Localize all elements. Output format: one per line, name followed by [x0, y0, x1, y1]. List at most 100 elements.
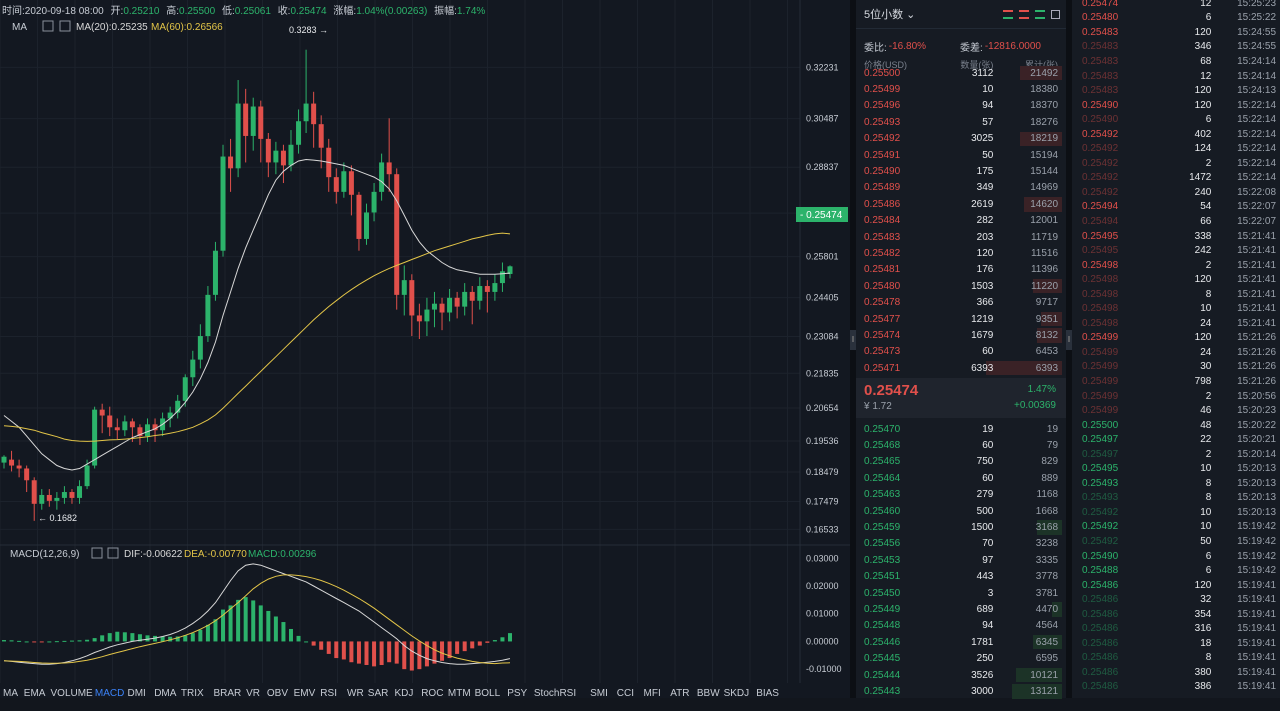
tab-bias[interactable]: BIAS	[756, 688, 779, 699]
quantity: 60	[982, 440, 994, 452]
bid-row[interactable]: 0.25468 60 79	[856, 437, 1066, 453]
ask-row[interactable]: 0.25499 10 18380	[856, 81, 1066, 97]
tab-cci[interactable]: CCI	[617, 688, 634, 699]
tab-sar[interactable]: SAR	[368, 688, 389, 699]
trade-price: 0.25495	[1082, 463, 1119, 475]
tab-roc[interactable]: ROC	[421, 688, 443, 699]
expand-icon[interactable]	[1051, 9, 1060, 19]
ask-row[interactable]: 0.25473 60 6453	[856, 344, 1066, 360]
bid-row[interactable]: 0.25448 94 4564	[856, 618, 1066, 634]
ask-row[interactable]: 0.25481 176 11396	[856, 262, 1066, 278]
bid-row[interactable]: 0.25450 3 3781	[856, 585, 1066, 601]
tab-kdj[interactable]: KDJ	[395, 688, 414, 699]
tab-wr[interactable]: WR	[347, 688, 364, 699]
tab-atr[interactable]: ATR	[670, 688, 689, 699]
trade-quantity: 48	[1200, 419, 1212, 431]
trade-time: 15:21:41	[1237, 317, 1277, 329]
tab-bbw[interactable]: BBW	[697, 688, 720, 699]
ask-row[interactable]: 0.25480 1503 11220	[856, 278, 1066, 294]
tab-boll[interactable]: BOLL	[475, 688, 501, 699]
book-asks-view-icon[interactable]	[1019, 9, 1029, 19]
trade-row: 0.25492 50 15:19:42	[1072, 534, 1280, 549]
book-bids-view-icon[interactable]	[1035, 9, 1045, 19]
bid-row[interactable]: 0.25459 1500 3168	[856, 519, 1066, 535]
trade-price: 0.25492	[1082, 157, 1119, 169]
bid-row[interactable]: 0.25460 500 1668	[856, 503, 1066, 519]
tab-emv[interactable]: EMV	[294, 688, 316, 699]
bid-row[interactable]: 0.25443 3000 13121	[856, 683, 1066, 699]
trade-row: 0.25492 240 15:22:08	[1072, 185, 1280, 200]
panel-divider-2[interactable]: ‖	[1066, 0, 1072, 698]
ask-row[interactable]: 0.25477 1219 9351	[856, 311, 1066, 327]
ask-row[interactable]: 0.25482 120 11516	[856, 245, 1066, 261]
macd-settings-icon[interactable]	[91, 547, 103, 559]
bid-row[interactable]: 0.25446 1781 6345	[856, 634, 1066, 650]
trade-time: 15:19:42	[1237, 521, 1277, 533]
tab-trix[interactable]: TRIX	[181, 688, 204, 699]
bid-row[interactable]: 0.25453 97 3335	[856, 552, 1066, 568]
kline-chart[interactable]: 0.322310.304870.288370.272770.258010.244…	[0, 0, 850, 699]
kline-chart-panel[interactable]: 0.322310.304870.288370.272770.258010.244…	[0, 0, 850, 699]
tab-rsi[interactable]: RSI	[320, 688, 337, 699]
bid-row[interactable]: 0.25449 689 4470	[856, 601, 1066, 617]
tab-brar[interactable]: BRAR	[214, 688, 242, 699]
macd-histogram-bar	[122, 632, 127, 642]
precision-select[interactable]: 5位小数 ⌄	[864, 9, 916, 21]
tab-vr[interactable]: VR	[246, 688, 260, 699]
bid-row[interactable]: 0.25463 279 1168	[856, 487, 1066, 503]
trade-row: 0.25500 48 15:20:22	[1072, 418, 1280, 433]
panel-divider[interactable]: ‖	[850, 0, 856, 698]
ask-row[interactable]: 0.25490 175 15144	[856, 163, 1066, 179]
tab-dma[interactable]: DMA	[154, 688, 177, 699]
ask-row[interactable]: 0.25483 203 11719	[856, 229, 1066, 245]
tab-obv[interactable]: OBV	[267, 688, 288, 699]
candle-body	[296, 121, 302, 145]
ask-row[interactable]: 0.25500 3112 21492	[856, 65, 1066, 81]
ask-row[interactable]: 0.25492 3025 18219	[856, 131, 1066, 147]
tab-macd[interactable]: MACD	[95, 688, 124, 699]
trade-price: 0.25486	[1082, 623, 1119, 635]
price: 0.25449	[864, 603, 901, 615]
bid-row[interactable]: 0.25470 19 19	[856, 421, 1066, 437]
bid-row[interactable]: 0.25444 3526 10121	[856, 667, 1066, 683]
bid-row[interactable]: 0.25464 60 889	[856, 470, 1066, 486]
macd-histogram-bar	[356, 641, 361, 664]
close-icon[interactable]	[59, 20, 71, 32]
ask-row[interactable]: 0.25496 94 18370	[856, 98, 1066, 114]
bid-row[interactable]: 0.25445 250 6595	[856, 650, 1066, 666]
total: 889	[1041, 472, 1059, 484]
tab-skdj[interactable]: SKDJ	[724, 688, 750, 699]
tab-ema[interactable]: EMA	[24, 688, 46, 699]
tab-ma[interactable]: MA	[3, 688, 18, 699]
trade-quantity: 6	[1205, 565, 1212, 577]
collapse-handle-icon[interactable]: ‖	[850, 330, 856, 350]
macd-close-icon[interactable]	[107, 547, 119, 559]
tab-mtm[interactable]: MTM	[448, 688, 471, 699]
tab-mfi[interactable]: MFI	[644, 688, 661, 699]
ma20-line	[3, 158, 511, 471]
ask-row[interactable]: 0.25491 50 15194	[856, 147, 1066, 163]
ask-row[interactable]: 0.25486 2619 14620	[856, 196, 1066, 212]
tab-stochrsi[interactable]: StochRSI	[534, 688, 576, 699]
collapse-handle-icon-2[interactable]: ‖	[1066, 330, 1072, 350]
ask-row[interactable]: 0.25471 6393 6393	[856, 360, 1066, 375]
tab-psy[interactable]: PSY	[507, 688, 527, 699]
trade-time: 15:21:41	[1237, 245, 1277, 257]
settings-icon[interactable]	[42, 20, 54, 32]
ask-row[interactable]: 0.25489 349 14969	[856, 180, 1066, 196]
depth-bar	[986, 361, 1062, 375]
tab-smi[interactable]: SMI	[590, 688, 608, 699]
book-both-view-icon[interactable]	[1003, 9, 1013, 19]
candle-body	[416, 315, 422, 322]
quantity: 282	[976, 215, 994, 227]
ask-row[interactable]: 0.25478 366 9717	[856, 294, 1066, 310]
bid-row[interactable]: 0.25465 750 829	[856, 454, 1066, 470]
bid-row[interactable]: 0.25451 443 3778	[856, 569, 1066, 585]
ask-row[interactable]: 0.25484 282 12001	[856, 213, 1066, 229]
ask-row[interactable]: 0.25474 1679 8132	[856, 327, 1066, 343]
ask-row[interactable]: 0.25493 57 18276	[856, 114, 1066, 130]
tab-volume[interactable]: VOLUME	[51, 688, 94, 699]
tab-dmi[interactable]: DMI	[128, 688, 146, 699]
bid-row[interactable]: 0.25456 70 3238	[856, 536, 1066, 552]
trade-quantity: 12	[1200, 0, 1212, 9]
